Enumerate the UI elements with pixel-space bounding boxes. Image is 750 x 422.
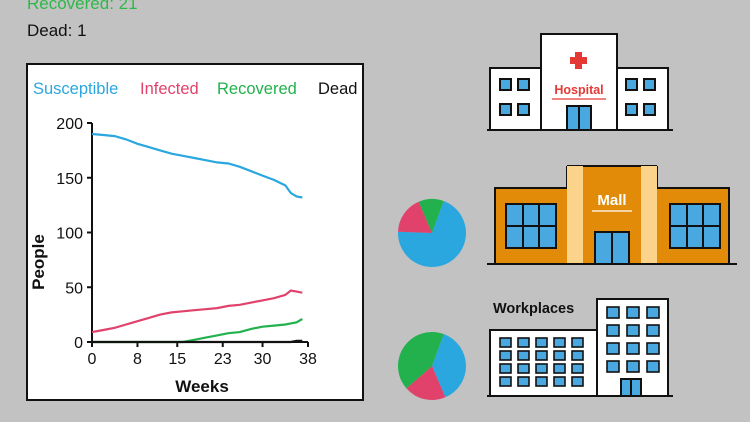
window-icon bbox=[499, 363, 512, 374]
x-tick-label: 38 bbox=[299, 351, 317, 368]
legend-recovered: Recovered bbox=[217, 80, 297, 98]
y-tick-label: 200 bbox=[56, 116, 83, 133]
y-tick-label: 50 bbox=[65, 280, 83, 297]
y-axis-title: People bbox=[29, 234, 48, 290]
x-tick-label: 23 bbox=[214, 351, 232, 368]
workplaces-pie-slice-recovered bbox=[398, 332, 444, 389]
window-icon bbox=[646, 342, 660, 355]
window-icon bbox=[517, 350, 530, 361]
series-line-recovered bbox=[92, 318, 303, 344]
sird-line-chart: Susceptible Infected Recovered Dead Peop… bbox=[26, 63, 364, 401]
series-line-infected bbox=[91, 289, 303, 334]
hospital-building[interactable]: Hospital bbox=[487, 32, 673, 132]
series-line-dead bbox=[92, 339, 303, 344]
window-icon bbox=[517, 337, 530, 348]
window-icon bbox=[606, 342, 620, 355]
x-axis-title: Weeks bbox=[175, 377, 229, 396]
x-tick-label: 8 bbox=[133, 351, 142, 368]
dead-count: Dead: 1 bbox=[27, 21, 87, 40]
window-icon bbox=[499, 376, 512, 387]
window-icon bbox=[626, 324, 640, 337]
mall-pie-slice-susceptible bbox=[398, 201, 466, 267]
workplaces-building[interactable]: Workplaces bbox=[487, 296, 673, 400]
mall-pie-chart bbox=[398, 199, 466, 267]
red-cross-icon bbox=[570, 52, 587, 69]
window-icon bbox=[517, 376, 530, 387]
window-icon bbox=[535, 376, 548, 387]
chart-plot-area: People Weeks 0 50 100 150 200 0 8 15 23 30 38 bbox=[29, 116, 317, 396]
window-icon bbox=[606, 324, 620, 337]
window-icon bbox=[499, 337, 512, 348]
window-icon bbox=[553, 363, 566, 374]
window-icon bbox=[553, 337, 566, 348]
recovered-count: Recovered: 21 bbox=[27, 0, 138, 13]
window-icon bbox=[499, 350, 512, 361]
window-icon bbox=[535, 337, 548, 348]
legend-susceptible: Susceptible bbox=[33, 80, 119, 98]
window-icon bbox=[571, 350, 584, 361]
window-icon bbox=[606, 306, 620, 319]
window-icon bbox=[626, 306, 640, 319]
window-icon bbox=[535, 350, 548, 361]
y-tick-label: 150 bbox=[56, 171, 83, 188]
mall-pie-slice-recovered bbox=[418, 199, 444, 233]
hospital-label: Hospital bbox=[554, 83, 603, 97]
mall-pie-slice-infected bbox=[398, 201, 432, 233]
y-tick-label: 100 bbox=[56, 226, 83, 243]
x-tick-label: 30 bbox=[254, 351, 272, 368]
workplaces-label: Workplaces bbox=[493, 301, 574, 317]
window-icon bbox=[571, 363, 584, 374]
mall-building[interactable]: Mall bbox=[487, 164, 737, 268]
window-icon bbox=[626, 360, 640, 373]
window-icon bbox=[626, 342, 640, 355]
window-icon bbox=[606, 360, 620, 373]
window-icon bbox=[571, 376, 584, 387]
mall-label: Mall bbox=[597, 192, 626, 209]
workplaces-pie-slice-infected bbox=[406, 366, 446, 400]
window-icon bbox=[535, 363, 548, 374]
x-tick-label: 0 bbox=[88, 351, 97, 368]
workplaces-pie-slice-susceptible bbox=[432, 334, 466, 398]
x-tick-label: 15 bbox=[168, 351, 186, 368]
window-icon bbox=[553, 350, 566, 361]
legend-dead: Dead bbox=[318, 80, 358, 98]
workplaces-pie-chart bbox=[398, 332, 466, 400]
window-icon bbox=[571, 337, 584, 348]
y-tick-label: 0 bbox=[74, 335, 83, 352]
legend-infected: Infected bbox=[140, 80, 199, 98]
window-icon bbox=[517, 363, 530, 374]
window-icon bbox=[553, 376, 566, 387]
window-icon bbox=[646, 360, 660, 373]
series-line-susceptible bbox=[91, 132, 303, 199]
window-icon bbox=[646, 324, 660, 337]
window-icon bbox=[646, 306, 660, 319]
